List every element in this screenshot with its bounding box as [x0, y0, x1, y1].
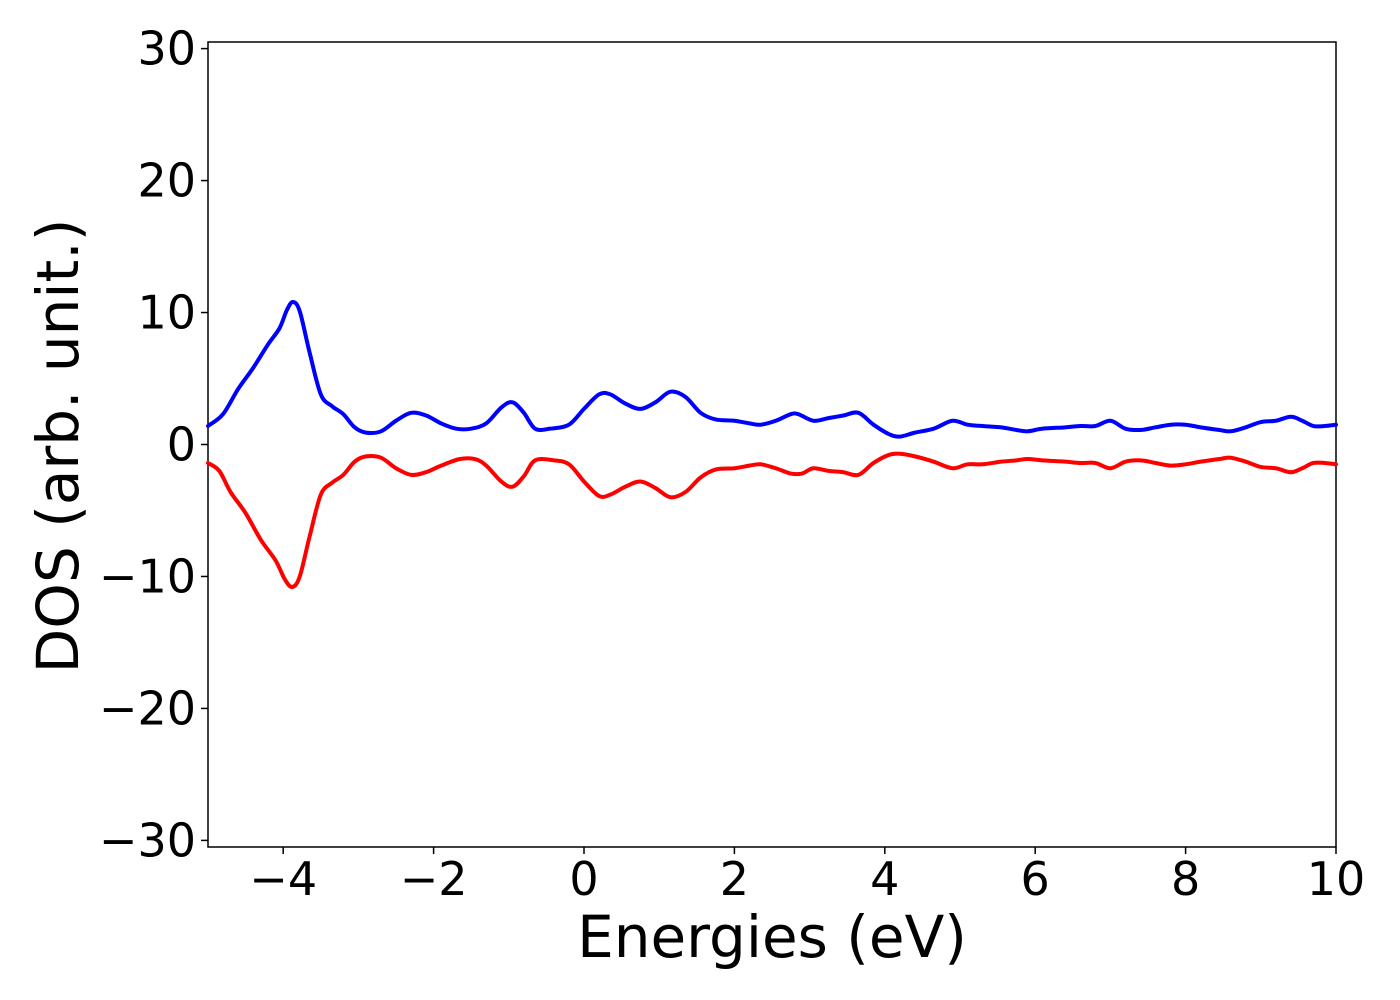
- series-line-spin-down: [206, 451, 1338, 590]
- y-tick-label: 20: [137, 154, 196, 208]
- series-layer: [206, 299, 1338, 590]
- x-tick-label: 2: [720, 852, 749, 906]
- x-axis-ticks: −4 −2 0 2 4 6 8 10: [249, 847, 1365, 906]
- y-tick-label: −20: [99, 681, 196, 735]
- series-line-spin-up: [206, 299, 1338, 439]
- x-tick-label: −4: [249, 852, 317, 906]
- y-tick-label: 30: [137, 22, 196, 76]
- x-tick-label: 4: [870, 852, 899, 906]
- x-tick-label: 6: [1021, 852, 1050, 906]
- y-tick-label: 10: [137, 286, 196, 340]
- x-tick-label: −2: [400, 852, 468, 906]
- x-tick-label: 0: [569, 852, 598, 906]
- y-tick-label: −10: [99, 549, 196, 603]
- x-axis-label: Energies (eV): [577, 903, 967, 971]
- y-tick-label: −30: [99, 813, 196, 867]
- x-tick-label: 10: [1307, 852, 1366, 906]
- x-tick-label: 8: [1171, 852, 1200, 906]
- y-tick-label: 0: [167, 418, 196, 472]
- y-axis-ticks: 30 20 10 0 −10 −20 −30: [99, 22, 208, 867]
- y-axis-label: DOS (arb. unit.): [24, 219, 92, 674]
